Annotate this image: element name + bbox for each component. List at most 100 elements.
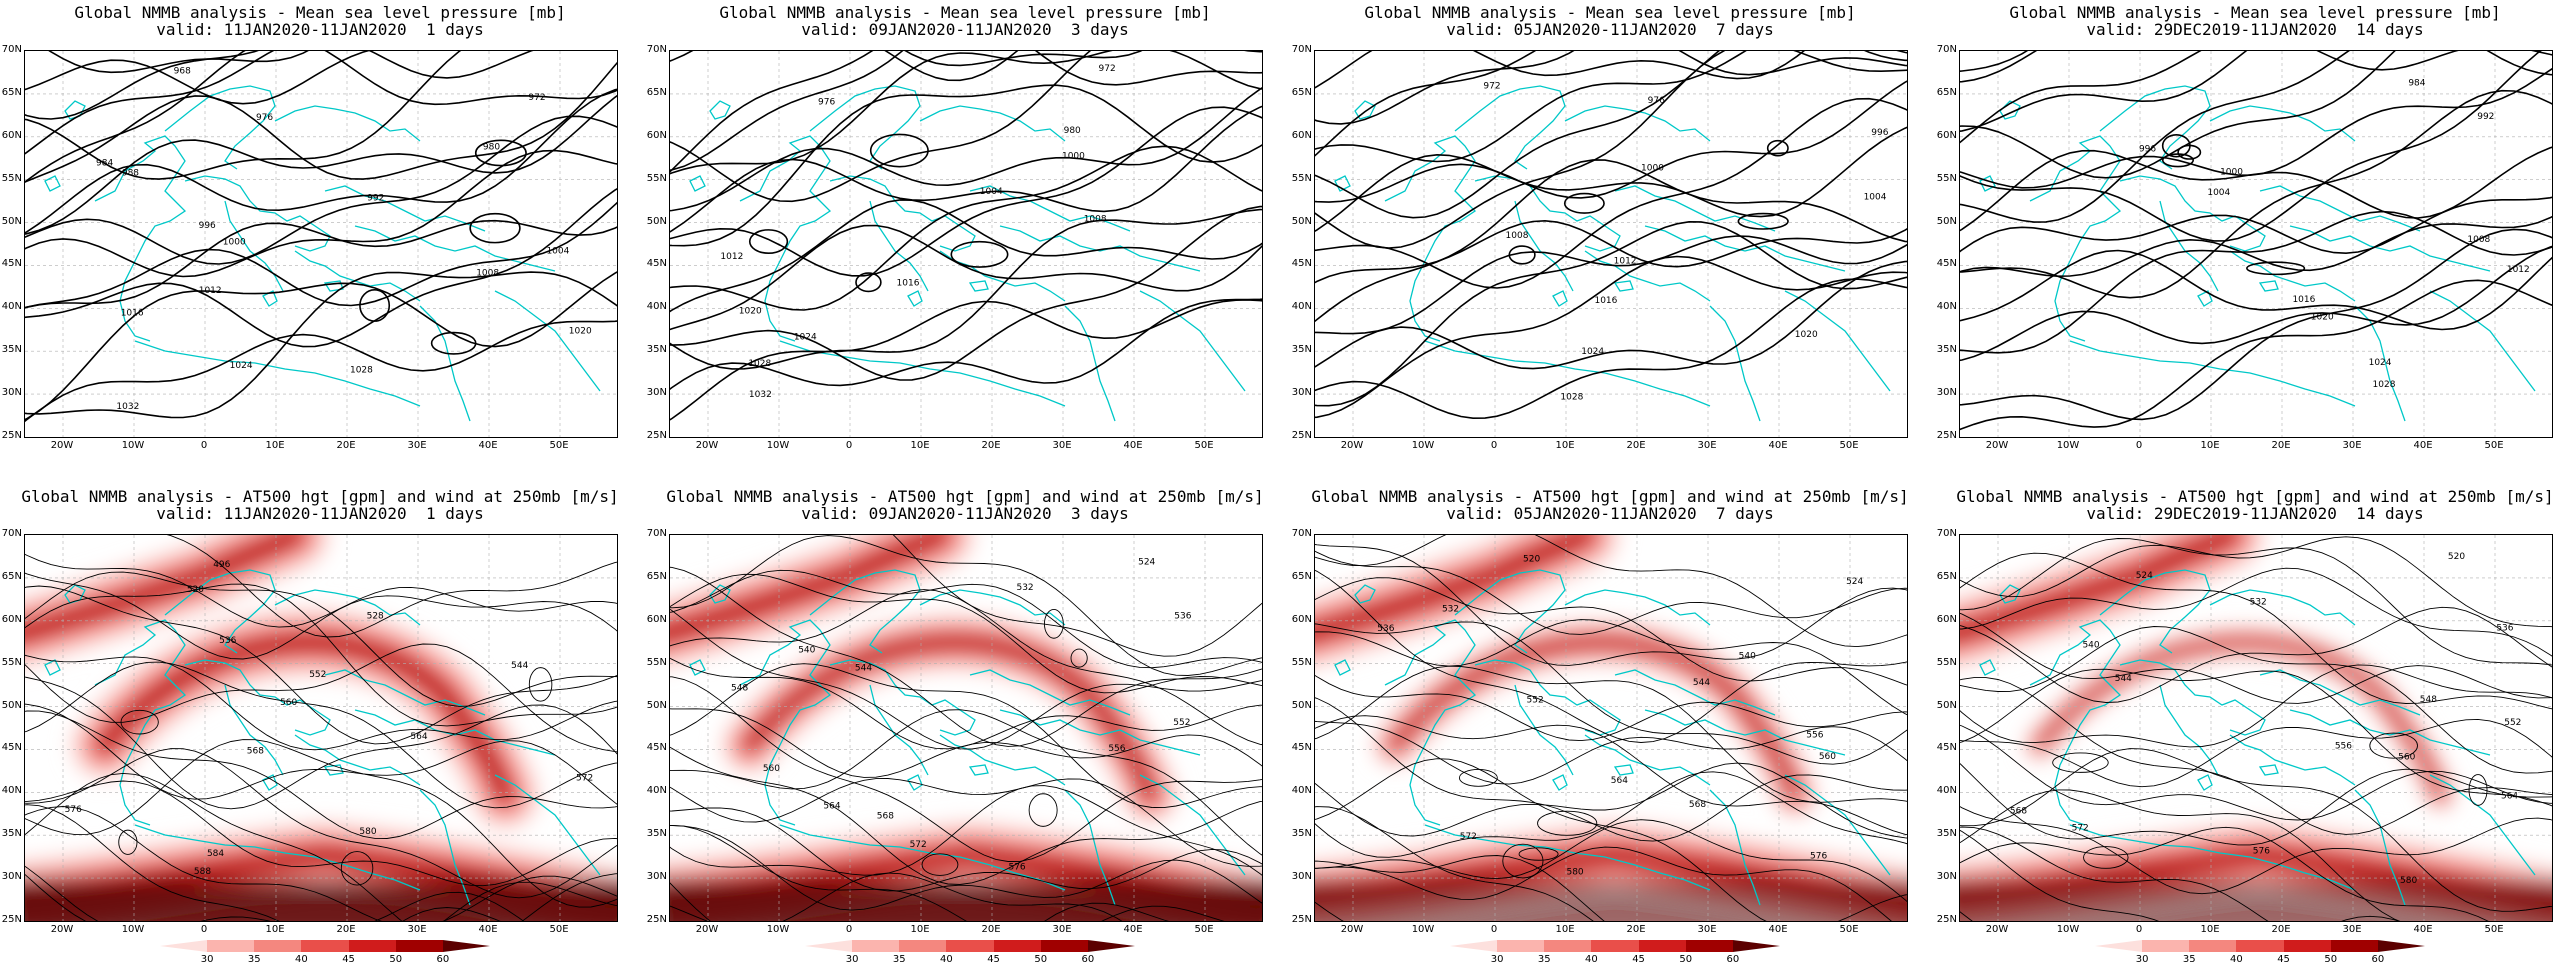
colorbar-swatch xyxy=(2189,940,2237,952)
lon-label: 40E xyxy=(1768,440,1788,451)
lon-label: 20E xyxy=(981,440,1001,451)
lon-label: 40E xyxy=(1768,924,1788,935)
contour-label: 580 xyxy=(1566,867,1583,877)
contour-label: 1028 xyxy=(350,366,373,376)
contour-label: 564 xyxy=(410,732,427,742)
map-area: 972 976 996 1000 1004 1008 1012 1016 1020 1024 102… xyxy=(1314,50,1908,438)
lon-label: 30E xyxy=(407,440,427,451)
lon-label: 10W xyxy=(2056,924,2080,935)
lat-label: 60N xyxy=(1936,613,1957,625)
lat-label: 70N xyxy=(1,528,22,539)
colorbar-swatch xyxy=(207,940,255,952)
contour-label: 1000 xyxy=(1062,152,1085,162)
colorbar-swatch xyxy=(442,940,490,952)
contour-label: 1008 xyxy=(2467,235,2490,245)
lon-label: 20W xyxy=(695,924,719,935)
title-line: Global NMMB analysis - Mean sea level pr… xyxy=(719,3,1211,22)
contour-label: 564 xyxy=(1611,776,1628,786)
contour-label: 532 xyxy=(1442,604,1459,614)
contour-label: 536 xyxy=(1377,624,1394,634)
lat-label: 65N xyxy=(646,86,667,98)
hgt-wind-panel: Global NMMB analysis - AT500 hgt [gpm] a… xyxy=(0,484,640,965)
panel-title: Global NMMB analysis - Mean sea level pr… xyxy=(645,4,1285,38)
contour-label: 560 xyxy=(763,764,780,774)
lat-label: 55N xyxy=(646,172,667,184)
valid-period: valid: 05JAN2020-11JAN2020 7 days xyxy=(1446,504,1774,523)
lat-label: 35N xyxy=(1291,828,1312,840)
map-canvas: 984 992 996 1000 1004 1008 1012 1016 1020 1024 102… xyxy=(1960,51,2552,437)
contour-label: 588 xyxy=(194,867,211,877)
contour-label: 1016 xyxy=(2292,295,2315,305)
contour-label: 580 xyxy=(359,827,376,837)
map-area: 972 976 980 1000 1004 1008 1012 1016 1020 1024 102… xyxy=(669,50,1263,438)
lon-label: 10E xyxy=(265,924,285,935)
colorbar-swatch xyxy=(1591,940,1639,952)
lon-label: 10E xyxy=(1555,440,1575,451)
lon-label: 20E xyxy=(1626,924,1646,935)
colorbar-swatch xyxy=(395,940,443,952)
contour-label: 1024 xyxy=(230,361,253,371)
lat-label: 70N xyxy=(1291,44,1312,55)
contour-label: 1032 xyxy=(116,402,139,412)
lat-label: 70N xyxy=(646,44,667,55)
valid-period: valid: 09JAN2020-11JAN2020 3 days xyxy=(801,504,1129,523)
contour-label: 996 xyxy=(1871,128,1888,138)
lat-label: 60N xyxy=(646,129,667,141)
contour-label: 548 xyxy=(2420,695,2437,705)
contour-label: 1000 xyxy=(2220,168,2243,178)
colorbar-swatch xyxy=(2283,940,2331,952)
lon-label: 40E xyxy=(2413,924,2433,935)
colorbar: 30 35 40 45 50 60 xyxy=(1450,940,1780,965)
contour-label: 552 xyxy=(1527,696,1544,706)
contour-label: 1012 xyxy=(1614,256,1637,266)
lat-label: 45N xyxy=(646,742,667,754)
contour-label: 572 xyxy=(2072,823,2089,833)
contour-label: 1008 xyxy=(1084,214,1107,224)
lon-label: 10E xyxy=(1555,924,1575,935)
lat-label: 65N xyxy=(1291,570,1312,582)
lat-label: 40N xyxy=(1936,785,1957,797)
lat-label: 70N xyxy=(646,528,667,539)
contour-label: 568 xyxy=(877,811,894,821)
contour-label: 568 xyxy=(247,746,264,756)
lat-label: 65N xyxy=(646,570,667,582)
lat-label: 40N xyxy=(646,301,667,313)
lat-label: 60N xyxy=(1291,129,1312,141)
lat-label: 25N xyxy=(646,430,667,441)
contour-label: 580 xyxy=(2400,876,2417,886)
lat-label: 35N xyxy=(646,344,667,356)
lat-label: 60N xyxy=(646,613,667,625)
lon-label: 10W xyxy=(2056,440,2080,451)
map-canvas: 520 524 532 536 540 544 548 552 556 560 564 568 572 5… xyxy=(1960,535,2552,921)
mslp-panel: Global NMMB analysis - Mean sea level pr… xyxy=(0,0,640,451)
lat-label: 35N xyxy=(1936,828,1957,840)
contour-label: 984 xyxy=(96,158,113,168)
contour-label: 984 xyxy=(2408,79,2425,89)
colorbar-swatch xyxy=(1497,940,1545,952)
title-line: Global NMMB analysis - Mean sea level pr… xyxy=(1364,3,1856,22)
colorbar-swatch xyxy=(2330,940,2378,952)
lat-label: 40N xyxy=(1291,785,1312,797)
lat-label: 30N xyxy=(646,871,667,883)
contour-label: 980 xyxy=(1064,126,1081,136)
colorbar-swatch xyxy=(160,940,208,952)
contour-label: 996 xyxy=(199,221,216,231)
colorbar-swatch xyxy=(2095,940,2143,952)
contour-label: 556 xyxy=(1108,744,1125,754)
lat-label: 45N xyxy=(1,742,22,754)
lon-label: 10E xyxy=(910,440,930,451)
colorbar-swatch xyxy=(1732,940,1780,952)
lon-label: 50E xyxy=(1839,924,1859,935)
panel-title: Global NMMB analysis - AT500 hgt [gpm] a… xyxy=(645,488,1285,522)
lat-label: 45N xyxy=(1936,258,1957,270)
lat-label: 35N xyxy=(1,828,22,840)
contour-label: 1000 xyxy=(1641,163,1664,173)
contour-label: 1016 xyxy=(1594,296,1617,306)
lat-label: 45N xyxy=(1291,742,1312,754)
hgt-wind-panel: Global NMMB analysis - AT500 hgt [gpm] a… xyxy=(645,484,1285,965)
map-area: 520 524 532 536 540 544 552 556 560 564 568 572 576 5… xyxy=(1314,534,1908,922)
lat-label: 70N xyxy=(1291,528,1312,539)
lon-label: 10E xyxy=(2200,924,2220,935)
lon-label: 20W xyxy=(1340,924,1364,935)
contour-label: 564 xyxy=(823,802,840,812)
